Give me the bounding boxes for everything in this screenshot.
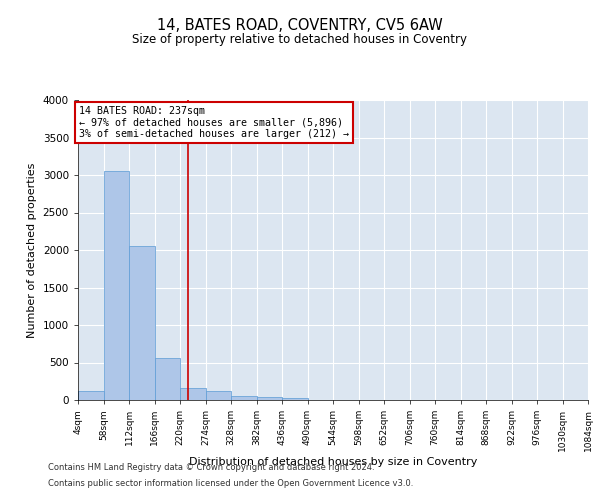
Y-axis label: Number of detached properties: Number of detached properties [27, 162, 37, 338]
Bar [180, 388, 205, 400]
Bar [155, 358, 180, 400]
Bar [104, 171, 129, 400]
Bar [78, 391, 104, 400]
Text: Contains HM Land Registry data © Crown copyright and database right 2024.: Contains HM Land Registry data © Crown c… [48, 464, 374, 472]
Bar [231, 396, 257, 400]
X-axis label: Distribution of detached houses by size in Coventry: Distribution of detached houses by size … [189, 456, 477, 466]
Text: 14 BATES ROAD: 237sqm
← 97% of detached houses are smaller (5,896)
3% of semi-de: 14 BATES ROAD: 237sqm ← 97% of detached … [79, 106, 349, 139]
Bar [282, 398, 308, 400]
Bar [129, 246, 155, 400]
Text: Size of property relative to detached houses in Coventry: Size of property relative to detached ho… [133, 32, 467, 46]
Text: 14, BATES ROAD, COVENTRY, CV5 6AW: 14, BATES ROAD, COVENTRY, CV5 6AW [157, 18, 443, 32]
Bar [257, 397, 282, 400]
Text: Contains public sector information licensed under the Open Government Licence v3: Contains public sector information licen… [48, 478, 413, 488]
Bar [206, 391, 231, 400]
